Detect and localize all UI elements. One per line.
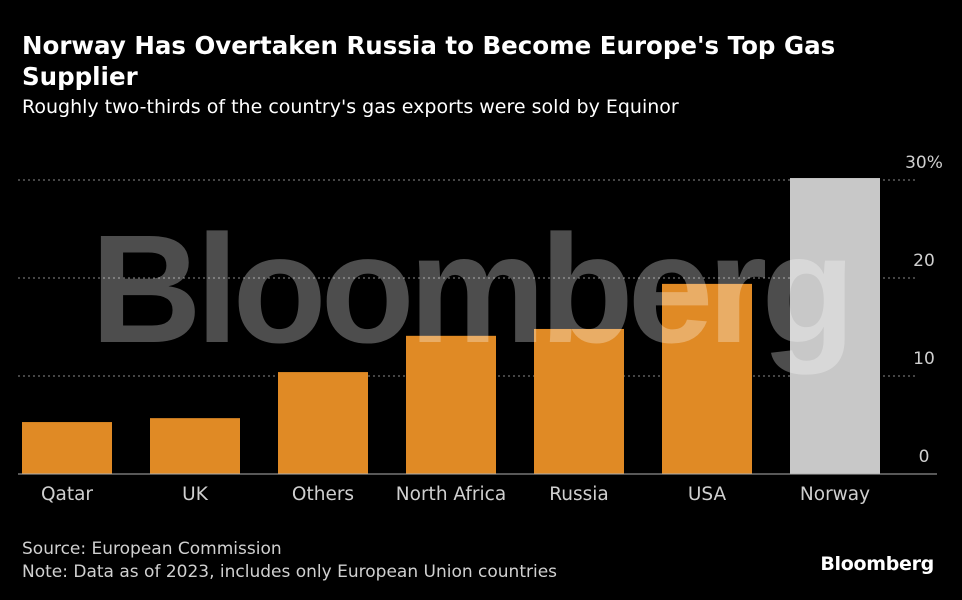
x-tick-label: USA [688,484,727,505]
x-tick-label: Norway [800,484,870,505]
x-tick-label: Russia [549,484,609,505]
x-tick-label: UK [182,484,209,505]
chart-title: Norway Has Overtaken Russia to Become Eu… [22,31,836,91]
bar-norway [790,178,880,475]
x-axis-labels: Qatar UK Others North Africa Russia USA Norway [41,484,870,505]
bar-others [278,372,368,474]
chart-subtitle: Roughly two-thirds of the country's gas … [22,96,679,118]
bar-usa [662,283,752,474]
data-note: Note: Data as of 2023, includes only Eur… [22,562,558,582]
bar-uk [150,418,240,474]
x-tick-label: Qatar [41,484,93,505]
x-tick-label: Others [292,484,354,505]
x-tick-label: North Africa [396,484,506,505]
source-note: Source: European Commission [22,539,282,559]
bloomberg-watermark: Bloomberg [91,203,850,375]
y-tick-label: 20 [913,251,935,271]
bar-north-africa [406,335,496,474]
bars [22,178,880,475]
bar-russia [534,328,624,474]
y-tick-label: 10 [913,349,935,369]
y-axis-ticks: 0 10 20 30% [905,153,943,467]
bar-qatar [22,422,112,474]
chart-footer: Source: European Commission Note: Data a… [22,538,557,584]
bloomberg-logo: Bloomberg [820,553,934,575]
watermark: Bloomberg [91,203,856,375]
y-tick-label: 0 [919,447,930,467]
y-tick-label: 30% [905,153,943,173]
